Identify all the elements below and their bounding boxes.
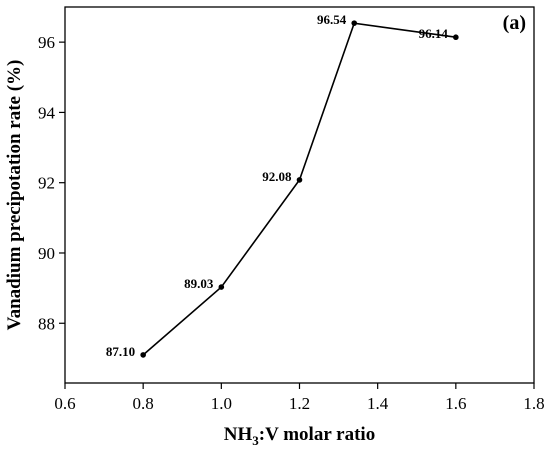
data-label: 92.08 <box>262 169 292 184</box>
x-axis-title-prefix: NH <box>224 424 253 445</box>
y-axis-title: Vanadium precipotation rate (%) <box>4 60 25 331</box>
plot-frame <box>64 6 535 384</box>
y-tick-label: 92 <box>38 174 55 193</box>
x-axis-title: NH3:V molar ratio <box>224 424 375 448</box>
data-point <box>140 352 146 358</box>
data-label: 96.14 <box>419 26 449 41</box>
data-label: 87.10 <box>106 344 135 359</box>
x-tick-label: 0.6 <box>54 394 75 413</box>
panel-label: (a) <box>503 12 526 34</box>
data-point <box>218 284 225 290</box>
series-line <box>142 22 456 356</box>
data-label: 89.03 <box>184 276 214 291</box>
x-tick-label: 1.4 <box>367 394 389 413</box>
x-tick-label: 1.8 <box>523 394 544 413</box>
data-label: 96.54 <box>317 12 347 27</box>
x-tick-label: 1.0 <box>211 394 232 413</box>
y-tick-label: 90 <box>38 244 55 263</box>
x-axis-title-suffix: :V molar ratio <box>259 424 375 445</box>
y-tick-label: 88 <box>38 314 55 333</box>
data-point <box>453 34 459 41</box>
y-tick-label: 94 <box>38 103 56 122</box>
x-tick-label: 1.6 <box>445 394 466 413</box>
x-tick-label: 0.8 <box>133 394 154 413</box>
data-point <box>296 177 303 183</box>
data-point <box>351 20 358 26</box>
x-axis-title-subscript: 3 <box>252 433 259 448</box>
y-tick-label: 96 <box>38 33 55 52</box>
x-tick-label: 1.2 <box>289 394 310 413</box>
